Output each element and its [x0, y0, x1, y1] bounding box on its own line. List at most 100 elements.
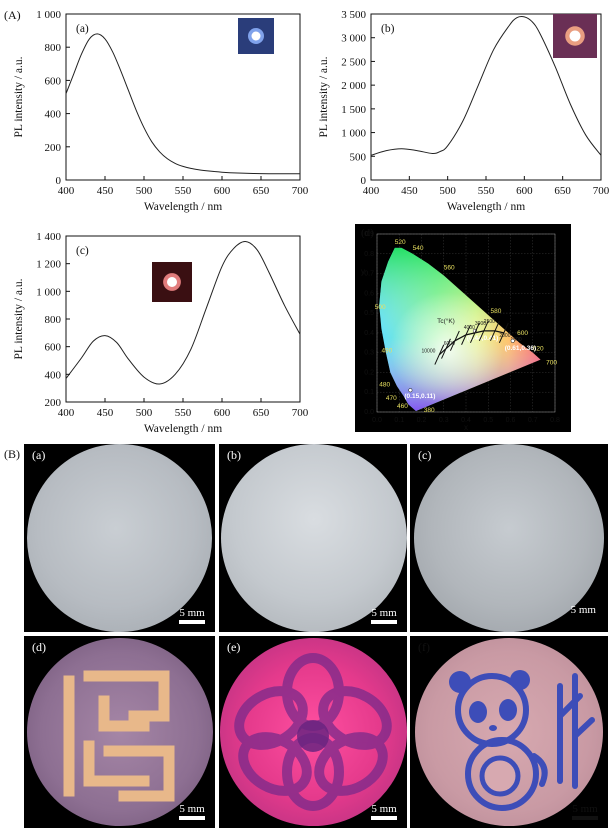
y-tick-label: 600 [45, 75, 62, 87]
photo-f: (f) 5 mm [410, 636, 608, 828]
maze-pattern [63, 670, 175, 802]
x-axis-title: Wavelength / nm [144, 423, 222, 435]
photo-label: (c) [418, 448, 432, 462]
x-tick-label: 450 [97, 185, 114, 197]
cie-wavelength-label: 600 [517, 330, 528, 337]
y-tick-label: 1 400 [36, 231, 61, 243]
isotemperature-line [441, 338, 451, 359]
isotemperature-line [449, 330, 460, 351]
spectrum-chart-a: 400 450 500 550 600 650 700 0 200 400 600 800 1 000 W… [13, 9, 309, 213]
cie-x-tick-label: 0.4 [461, 417, 471, 424]
photo-label: (e) [227, 640, 241, 654]
y-tick-label: 400 [45, 109, 62, 121]
inset-light-spot [251, 31, 261, 41]
inset-light-spot [167, 277, 177, 287]
y-tick-label: 200 [45, 142, 62, 154]
cie-x-tick-label: 0.6 [506, 417, 516, 424]
cie-y-tick-label: 0.7 [364, 271, 374, 278]
plot-frame [65, 235, 301, 403]
section-label-b: (B) [4, 447, 20, 461]
y-tick-label: 1 500 [341, 104, 366, 116]
cie-wavelength-label: 480 [379, 381, 390, 388]
cie-x-axis-title: x [464, 423, 468, 432]
x-axis-title: Wavelength / nm [447, 201, 525, 213]
scale-bar: 5 mm [371, 607, 397, 624]
photo-b: (b) 5 mm [219, 444, 407, 632]
cie-wavelength-label: 470 [386, 395, 397, 402]
x-tick-label: 650 [253, 185, 270, 197]
y-tick-label: 2 000 [341, 80, 366, 92]
x-tick-label: 700 [292, 407, 309, 419]
inset-light-spot [569, 30, 581, 42]
cie-y-tick-label: 0.2 [364, 369, 374, 376]
panel-label: (a) [76, 23, 89, 35]
cie-cct-label: 10000 [422, 349, 436, 355]
cie-cct-label: 2500 [484, 319, 495, 325]
isotemperature-line [490, 320, 500, 342]
x-tick-label: 500 [136, 185, 153, 197]
cie-y-tick-label: 0.0 [364, 409, 374, 416]
cie-wavelength-label: 500 [375, 304, 386, 311]
cie-chromaticity-diagram: 0.0 0.1 0.2 0.3 0.4 0.5 0.6 0.7 0.8 0.0 0.1 0.2 0.3 0… [355, 224, 571, 432]
cie-wavelength-label: 700 [546, 360, 557, 367]
isotemperature-line [461, 324, 471, 345]
x-tick-label: 700 [292, 185, 309, 197]
x-tick-label: 400 [58, 185, 75, 197]
scale-bar: 5 mm [572, 803, 598, 820]
x-tick-label: 700 [593, 185, 610, 197]
y-tick-label: 200 [45, 397, 62, 409]
scale-bar-line [371, 816, 397, 820]
scale-bar-line [371, 620, 397, 624]
sample-disc [221, 444, 407, 632]
y-axis-title: PL intensity / a.u. [318, 56, 330, 137]
y-tick-label: 1 000 [341, 128, 366, 140]
y-tick-label: 3 000 [341, 33, 366, 45]
cie-x-tick-label: 0.7 [528, 417, 538, 424]
x-tick-label: 600 [516, 185, 533, 197]
cie-x-tick-label: 0.1 [394, 417, 404, 424]
isotemperature-line [498, 322, 509, 343]
cie-white-region [379, 247, 541, 412]
pl-spectrum-line [65, 241, 301, 385]
photo-label: (a) [32, 448, 46, 462]
cie-y-tick-label: 0.6 [364, 290, 374, 297]
x-tick-label: 650 [554, 185, 571, 197]
y-tick-label: 1 000 [36, 286, 61, 298]
sample-disc [415, 638, 603, 826]
cie-point-marker [510, 338, 515, 343]
scale-bar: 5 mm [179, 607, 205, 624]
x-axis-title: Wavelength / nm [144, 201, 222, 213]
photo-c: (c) 5 mm [410, 444, 608, 632]
y-tick-label: 1 200 [36, 259, 61, 271]
x-tick-label: 600 [214, 407, 231, 419]
pl-spectrum-line [370, 15, 602, 156]
cie-y-tick-label: 0.4 [364, 330, 374, 337]
panel-label: (c) [76, 245, 89, 257]
cie-y-tick-label: 0.8 [364, 251, 374, 258]
scale-bar-line [179, 620, 205, 624]
x-tick-label: 600 [214, 185, 231, 197]
cie-y-tick-label: 0.3 [364, 350, 374, 357]
x-tick-label: 400 [363, 185, 380, 197]
isotemperature-line [434, 344, 445, 365]
y-axis-title: PL intensity / a.u. [13, 56, 25, 137]
cie-wavelength-label: 620 [533, 346, 544, 353]
cie-x-tick-label: 0.3 [439, 417, 449, 424]
scale-bar-text: 5 mm [371, 803, 397, 815]
y-tick-label: 1 000 [36, 9, 61, 21]
scale-bar-text: 5 mm [179, 607, 205, 619]
cie-wavelength-label: 460 [397, 403, 408, 410]
cie-x-tick-label: 0.5 [483, 417, 493, 424]
cie-y-tick-label: 0.5 [364, 310, 374, 317]
photo-a: (a) 5 mm [24, 444, 215, 632]
cie-x-tick-label: 0.2 [417, 417, 427, 424]
cie-wavelength-label: 490 [381, 348, 392, 355]
x-tick-label: 550 [175, 407, 192, 419]
scale-bar-text: 5 mm [179, 803, 205, 815]
x-tick-label: 550 [175, 185, 192, 197]
sample-disc [414, 444, 604, 632]
cie-frame [376, 233, 556, 413]
scale-bar-line [179, 816, 205, 820]
